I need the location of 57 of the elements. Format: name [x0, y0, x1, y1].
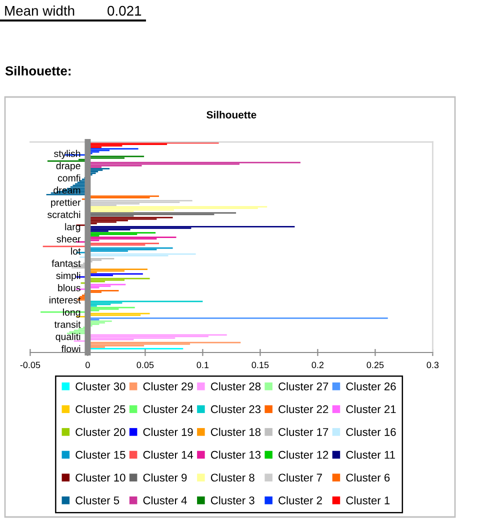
x-tick-label: 0.1	[196, 362, 209, 368]
y-tick-label: blous	[58, 284, 80, 292]
legend-label: Cluster 24	[143, 404, 194, 414]
x-tick-label: -0.05	[20, 362, 40, 368]
y-tick-label: fantast	[52, 260, 81, 267]
y-tick-label: sheer	[56, 235, 81, 242]
chart-title: Silhouette	[206, 110, 256, 118]
y-tick-label: drape	[56, 162, 80, 172]
legend-label: Cluster 20	[76, 428, 126, 436]
legend-label: Cluster 28	[210, 382, 261, 390]
legend-label: Cluster 11	[346, 450, 395, 459]
y-tick-label: lot	[71, 248, 81, 255]
x-tick-label: 0.25	[366, 362, 384, 368]
text: 0.021	[108, 6, 142, 16]
legend-label: Cluster 22	[278, 404, 328, 414]
legend-label: Cluster 23	[210, 404, 261, 414]
y-tick-label: transit	[54, 320, 81, 328]
legend-label: Cluster 3	[210, 496, 254, 504]
y-tick-label: scratchi	[48, 210, 80, 218]
legend-label: Cluster 30	[76, 382, 126, 390]
y-tick-label: qualiti	[56, 332, 80, 342]
legend-label: Cluster 14	[143, 450, 194, 459]
y-tick-label: prettier	[51, 198, 81, 208]
legend-label: Cluster 4	[143, 496, 187, 504]
x-tick-label: 0.15	[252, 362, 269, 368]
y-tick-label: comfi	[58, 174, 80, 182]
legend-label: Cluster 19	[143, 428, 193, 436]
legend-label: Cluster 5	[76, 496, 120, 504]
legend-label: Cluster 16	[346, 428, 396, 436]
y-tick-label: dream	[54, 186, 80, 194]
legend-label: Cluster 26	[346, 382, 396, 390]
y-tick-label: flowi	[61, 345, 80, 352]
legend-label: Cluster 6	[346, 473, 390, 482]
y-tick-label: interest	[50, 296, 81, 304]
legend-label: Cluster 10	[76, 473, 126, 482]
legend-label: Cluster 27	[278, 382, 328, 390]
x-tick-label: 0.3	[426, 362, 439, 368]
legend-label: Cluster 18	[210, 428, 261, 436]
x-tick-label: 0.2	[312, 362, 324, 368]
legend-label: Cluster 29	[143, 382, 193, 390]
y-tick-label: larg	[65, 223, 80, 232]
legend-label: Cluster 1	[346, 496, 390, 504]
x-tick-label: 0	[86, 362, 90, 368]
legend-label: Cluster 17	[278, 428, 328, 436]
legend-label: Cluster 2	[278, 496, 322, 504]
legend-label: Cluster 15	[76, 450, 126, 459]
legend-label: Cluster 8	[210, 473, 254, 482]
x-tick-label: 0.05	[136, 362, 154, 368]
legend-label: Cluster 25	[76, 404, 126, 414]
legend-label: Cluster 21	[346, 404, 396, 414]
text: Mean width	[5, 6, 74, 16]
text: Silhouette:	[5, 66, 70, 76]
legend-label: Cluster 12	[278, 450, 328, 459]
legend-label: Cluster 13	[210, 450, 261, 459]
legend-label: Cluster 9	[143, 473, 187, 482]
y-tick-label: simpli	[56, 272, 80, 282]
legend-label: Cluster 7	[278, 473, 322, 482]
